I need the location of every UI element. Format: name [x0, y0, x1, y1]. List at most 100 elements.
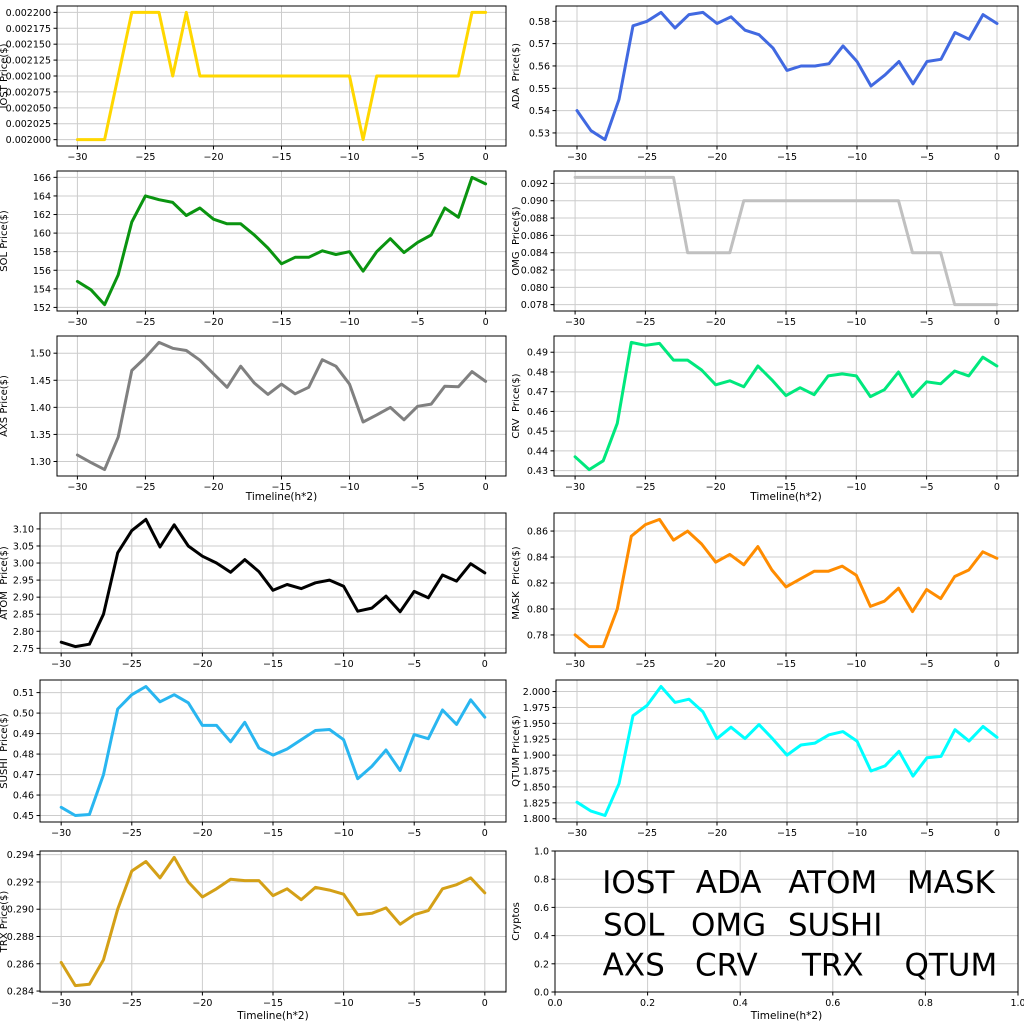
svg-text:−5: −5 [411, 317, 425, 328]
legend-item-sushi: SUSHI [788, 907, 883, 943]
svg-text:0.082: 0.082 [521, 266, 548, 277]
svg-text:1.875: 1.875 [523, 767, 550, 778]
svg-text:0.6: 0.6 [534, 903, 549, 914]
crypto-legend: IOST ADA ATOM MASK SOL OMG SUSHI AXS CRV TRX QTUM 0… [512, 847, 1024, 1023]
svg-text:−15: −15 [271, 317, 291, 328]
y-axis: 0.78 0.80 0.82 0.84 0.86 [527, 527, 554, 641]
svg-text:0.46: 0.46 [13, 791, 34, 802]
svg-text:0.80: 0.80 [527, 604, 548, 615]
svg-text:0.56: 0.56 [529, 61, 550, 72]
x-axis: −30 −25 −20 −15 −10 −5 0 [565, 476, 1000, 493]
x-axis-label: Timeline(h*2) [750, 1010, 822, 1022]
svg-text:−25: −25 [635, 482, 655, 493]
svg-text:−25: −25 [122, 998, 142, 1009]
svg-text:0.290: 0.290 [7, 905, 34, 916]
svg-text:1.30: 1.30 [30, 457, 51, 468]
svg-text:0.092: 0.092 [521, 179, 548, 190]
svg-text:0.080: 0.080 [521, 283, 548, 294]
sol-price-line [75, 175, 488, 307]
svg-text:152: 152 [33, 303, 51, 314]
svg-text:0.57: 0.57 [529, 39, 550, 50]
svg-text:1.50: 1.50 [30, 349, 51, 360]
svg-text:0.8: 0.8 [534, 875, 549, 886]
sushi-line-chart: −30 −25 −20 −15 −10 −5 00.450.460.470.480.490.… [0, 679, 507, 839]
legend-item-iost: IOST [602, 865, 675, 901]
svg-text:−30: −30 [67, 482, 87, 493]
svg-text:−25: −25 [135, 482, 155, 493]
svg-text:0.078: 0.078 [521, 300, 548, 311]
svg-text:−20: −20 [192, 998, 212, 1009]
svg-text:0.47: 0.47 [527, 387, 548, 398]
svg-text:0.294: 0.294 [7, 850, 34, 861]
iost-price-line [75, 10, 488, 142]
svg-text:−20: −20 [203, 317, 223, 328]
svg-text:−10: −10 [339, 482, 359, 493]
svg-text:0: 0 [994, 152, 1000, 163]
svg-text:1.45: 1.45 [30, 376, 51, 387]
svg-text:0.002025: 0.002025 [6, 119, 51, 130]
svg-text:−30: −30 [565, 482, 585, 493]
mask-line-chart: −30 −25 −20 −15 −10 −5 0 0.78 0.80 0.82 0.84 0.86 MA… [512, 512, 1019, 670]
grid [554, 171, 1018, 311]
svg-text:−5: −5 [411, 482, 425, 493]
svg-text:−30: −30 [67, 317, 87, 328]
svg-text:0.286: 0.286 [7, 959, 34, 970]
svg-text:−10: −10 [846, 482, 866, 493]
svg-text:−25: −25 [637, 152, 657, 163]
legend-item-qtum: QTUM [904, 948, 997, 984]
svg-text:0.49: 0.49 [527, 348, 548, 359]
svg-text:−20: −20 [203, 482, 223, 493]
svg-text:0.86: 0.86 [527, 527, 548, 538]
y-axis: 0.002000 0.002025 0.002050 0.002075 0.002100… [6, 8, 57, 146]
crv-line-chart: −30 −25 −20 −15 −10 −5 00.430.440.450.460.470.… [512, 335, 1019, 503]
svg-text:−25: −25 [122, 659, 142, 670]
legend-items: IOST ADA ATOM MASK SOL OMG SUSHI AXS CRV TRX QTUM [602, 865, 997, 983]
chart-sol: −30 −25 −20 −15 −10 −5 0 152 154 156 158 160 162 164 1… [0, 165, 512, 330]
chart-atom: −30 −25 −20 −15 −10 −5 0 2.75 2.80 2.85 2.90 2.95 3.… [0, 505, 512, 672]
plot-border [554, 850, 1019, 993]
svg-text:−30: −30 [67, 152, 87, 163]
legend-item-omg: OMG [691, 907, 766, 943]
svg-text:−10: −10 [334, 659, 354, 670]
svg-text:−15: −15 [271, 152, 291, 163]
legend-item-axs: AXS [603, 948, 665, 984]
svg-text:1.825: 1.825 [523, 798, 550, 809]
svg-text:1.0: 1.0 [1010, 998, 1024, 1009]
svg-text:0.51: 0.51 [13, 688, 34, 699]
svg-text:0.6: 0.6 [825, 998, 840, 1009]
svg-text:160: 160 [33, 229, 51, 240]
svg-text:−15: −15 [777, 828, 797, 839]
svg-text:1.800: 1.800 [523, 814, 550, 825]
svg-text:−5: −5 [407, 659, 421, 670]
svg-text:3.10: 3.10 [13, 524, 34, 535]
svg-text:0: 0 [483, 482, 489, 493]
svg-text:0.78: 0.78 [527, 630, 548, 641]
svg-text:166: 166 [33, 173, 51, 184]
svg-text:0.82: 0.82 [527, 579, 548, 590]
legend-item-sol: SOL [603, 907, 665, 943]
axs-price-line [75, 340, 488, 472]
svg-text:0.84: 0.84 [527, 553, 548, 564]
svg-text:158: 158 [33, 247, 51, 258]
svg-text:0.50: 0.50 [13, 709, 34, 720]
trx-price-line [59, 855, 487, 988]
x-axis: −30 −25 −20 −15 −10 −5 0 [67, 146, 489, 163]
y-axis-label: SOL Price($) [0, 210, 10, 272]
svg-text:−20: −20 [192, 828, 212, 839]
svg-text:0.43: 0.43 [527, 466, 548, 477]
y-axis: 0.0 0.2 0.4 0.6 0.8 1.0 [534, 847, 555, 999]
legend-item-ada: ADA [696, 865, 762, 901]
svg-text:0.0: 0.0 [534, 988, 549, 999]
x-axis: −30 −25 −20 −15 −10 −5 0 [67, 311, 489, 328]
svg-text:0: 0 [994, 828, 1000, 839]
svg-text:−25: −25 [135, 317, 155, 328]
svg-text:0: 0 [482, 659, 488, 670]
iost-line-chart: −30 −25 −20 −15 −10 −5 0 0.0020000.0020250.0020… [0, 5, 507, 163]
svg-text:0.088: 0.088 [521, 214, 548, 225]
svg-text:−5: −5 [407, 828, 421, 839]
ada-line-chart: −30 −25 −20 −15 −10 −5 00.530.540.550.560.570.… [512, 5, 1019, 163]
qtum-line-chart: −30 −25 −20 −15 −10 −5 01.8001.8251.8501.8751.… [512, 679, 1019, 839]
x-axis: −30 −25 −20 −15 −10 −5 0 [51, 653, 488, 670]
grid [554, 336, 1018, 476]
